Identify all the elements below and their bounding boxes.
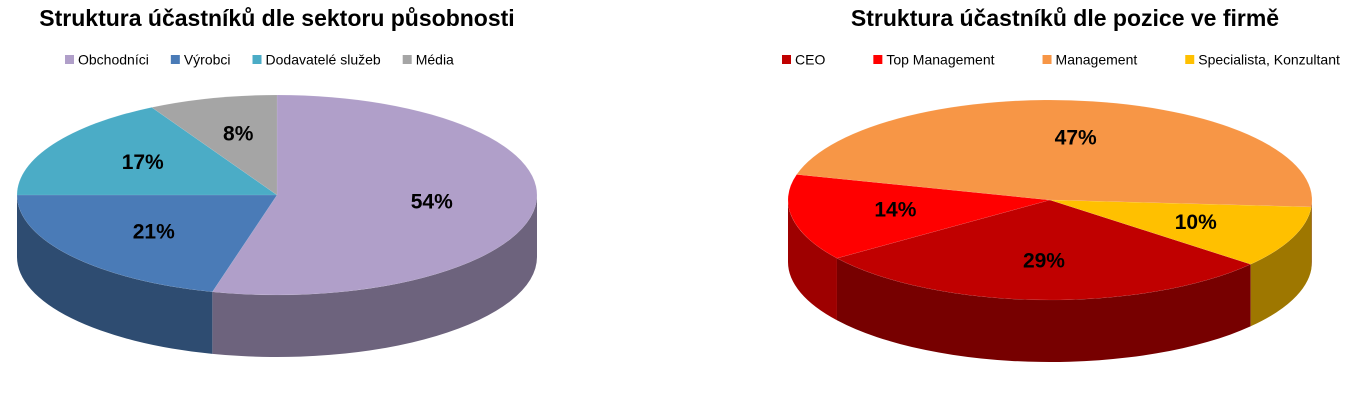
slice: [1049, 199, 1312, 265]
slice: [796, 99, 1313, 208]
pie-chart: Struktura účastníků dle pozice ve firmě C…: [782, 5, 1340, 362]
legend-label: CEO: [795, 52, 825, 68]
data-label: 10%: [1175, 211, 1217, 234]
legend-label: Výrobci: [184, 52, 231, 68]
slice: [151, 94, 278, 196]
legend-swatch: [402, 55, 412, 64]
legend-swatch: [873, 55, 883, 64]
data-label: 14%: [874, 199, 916, 222]
legend-swatch: [1042, 55, 1052, 64]
slice-side: [836, 258, 1251, 362]
pie-sides: [788, 200, 1312, 362]
data-label: 17%: [122, 151, 164, 174]
slice: [836, 199, 1252, 301]
slice-side: [212, 195, 537, 357]
legend-swatch: [782, 55, 791, 64]
slice: [211, 94, 538, 296]
legend-swatch: [65, 55, 74, 64]
data-label: 8%: [223, 122, 254, 145]
slice-side: [1250, 206, 1312, 327]
legend-label: Obchodníci: [78, 52, 149, 68]
data-label: 29%: [1023, 250, 1065, 273]
slice: [16, 107, 278, 196]
legend-label: Top Management: [886, 52, 994, 68]
slice-side: [788, 200, 837, 321]
slice: [16, 194, 278, 293]
chart-title: Struktura účastníků dle pozice ve firmě: [851, 5, 1279, 31]
data-label: 21%: [133, 221, 175, 244]
legend-swatch: [170, 55, 180, 64]
slice-side: [17, 195, 213, 354]
legend-swatch: [252, 55, 262, 64]
data-label: 47%: [1055, 126, 1097, 149]
pie-chart: Struktura účastníků dle sektoru působnos…: [16, 5, 538, 357]
pie-tops: [787, 99, 1313, 301]
pie-sides: [17, 195, 537, 357]
slice: [787, 174, 1051, 259]
slice-side: [1311, 200, 1312, 269]
pie-tops: [16, 94, 538, 296]
chart-title: Struktura účastníků dle sektoru působnos…: [39, 5, 514, 31]
legend-label: Specialista, Konzultant: [1198, 52, 1340, 68]
legend-label: Média: [416, 52, 454, 68]
legend-swatch: [1185, 55, 1195, 64]
legend-label: Dodavatelé služeb: [266, 52, 381, 68]
data-label: 54%: [411, 190, 453, 213]
legend-label: Management: [1056, 52, 1138, 68]
